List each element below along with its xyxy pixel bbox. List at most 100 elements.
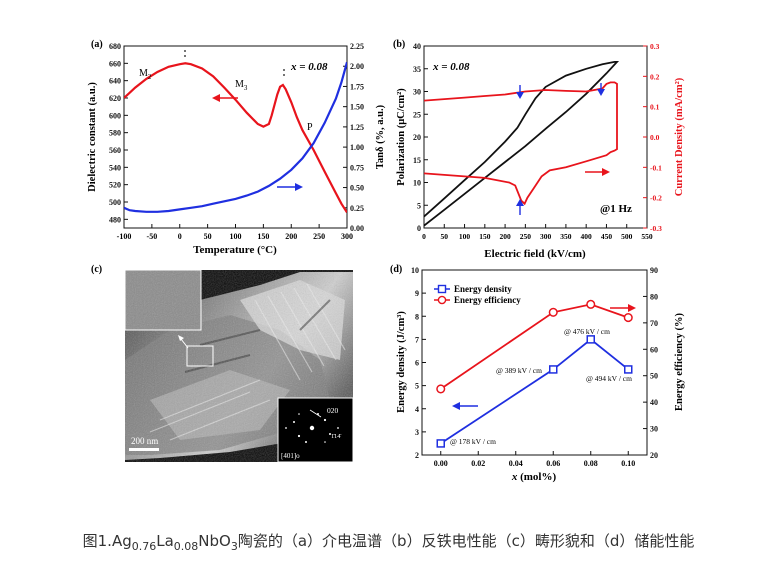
y-tick-label: -0.3 [650,224,662,233]
y-tick-label: 540 [109,163,121,172]
panel-d-x-label: x (mol%) [511,471,557,483]
y-tick-label: 9 [415,289,419,298]
y-tick-label: 620 [109,94,121,103]
panel-a-left-y-label: Dielectric constant (a.u.) [87,82,98,192]
panel-a-right-axis: 0.00 0.25 0.50 0.75 1.00 1.25 1.50 1.75 2.00 2.25 [343,42,364,233]
transition-markers [184,50,285,76]
phase-m3-label: M3 [235,79,248,92]
panel-d-label: (d) [390,264,402,275]
panel-b-right-axis: -0.3 -0.2 -0.1 0.0 0.1 0.2 0.3 [643,42,662,233]
y-tick-label: 680 [109,42,121,51]
x-tick-label: 0.08 [584,459,598,468]
x-tick-label: 0.00 [434,459,448,468]
y-tick-label: 0.25 [350,204,364,213]
scale-bar: 200 nm [129,436,159,451]
y-tick-label: 1.75 [350,82,364,91]
y-tick-label: 60 [650,345,658,354]
panel-a-frame [123,45,348,229]
energy-density-point [436,439,445,448]
y-tick-label: 0.3 [650,42,660,51]
series-pe-loop [424,61,620,227]
panel-a-x-axis: -100 -50 0 50 100 150 200 250 300 [117,224,353,241]
x-tick-label: 0.10 [621,459,635,468]
y-tick-label: 480 [109,215,121,224]
y-tick-label: 0.75 [350,163,364,172]
y-tick-label: 640 [109,77,121,86]
y-tick-label: 500 [109,198,121,207]
data-label-178: @ 178 kV / cm [450,437,496,446]
panel-b-x-label: Electric field (kV/cm) [484,248,586,260]
legend-energy-efficiency: Energy efficiency [454,295,521,305]
x-tick-label: 0.06 [546,459,560,468]
blue-arrow-left-d [452,402,478,410]
selected-area-box [186,345,214,367]
x-tick-label: 350 [560,232,572,241]
y-tick-label: 660 [109,59,121,68]
red-arrow-right-d [610,304,636,312]
energy-efficiency-point [586,299,596,309]
y-tick-label: 1.25 [350,123,364,132]
magnified-inset [124,269,202,331]
phase-p-label: P [307,122,313,133]
x-tick-label: 550 [641,232,653,241]
x-tick-label: 450 [601,232,613,241]
data-label-389: @ 389 kV / cm [496,366,542,375]
x-tick-label: 300 [341,232,353,241]
figure-caption: 图1.Ag0.76La0.08NbO3陶瓷的（a）介电温谱（b）反铁电性能（c）… [82,532,695,553]
x-tick-label: 150 [257,232,269,241]
y-tick-label: -0.1 [650,163,662,172]
saed-spot-label-2: 1̄14̄ [331,433,342,440]
frequency-label: @1 Hz [600,203,632,215]
series-energy-efficiency [440,303,629,390]
y-tick-label: 580 [109,129,121,138]
y-tick-label: 0.00 [350,224,364,233]
y-tick-label: 30 [650,425,658,434]
blue-arrow-down-1 [516,85,524,99]
y-tick-label: 35 [413,65,421,74]
x-tick-label: 300 [540,232,552,241]
x-tick-label: 200 [499,232,511,241]
panel-d-energy-storage-chart: (d) 0.00 0.02 0.04 0.06 0.08 0.10 2345678910 … [390,264,685,483]
series-energy-density [440,338,629,445]
panel-a-left-axis: 480 500 520 540 560 580 600 620 640 660 680 [109,42,128,224]
x-tick-label: 0.04 [509,459,523,468]
panel-d-markers [436,299,633,448]
y-tick-label: 6 [415,359,419,368]
y-tick-label: 4 [415,405,419,414]
x-tick-label: -50 [147,232,158,241]
red-arrow-left [212,94,238,102]
panel-b-left-y-label: Polarization (μC/cm²) [396,88,407,186]
panel-b-composition-label: x = 0.08 [432,61,470,73]
y-tick-label: 80 [650,292,658,301]
series-current-density [424,81,618,206]
y-tick-label: 2.00 [350,62,364,71]
y-tick-label: 20 [650,451,658,460]
energy-density-point [549,365,558,374]
inset-pointer-arrow [178,335,189,349]
y-tick-label: 0.0 [650,133,660,142]
scale-bar-label: 200 nm [131,436,158,446]
energy-density-point [624,365,633,374]
x-tick-label: 50 [441,232,449,241]
x-tick-label: 100 [459,232,471,241]
x-tick-label: 0 [178,232,182,241]
y-tick-label: 10 [411,266,419,275]
y-tick-label: 5 [417,201,421,210]
legend-energy-density: Energy density [454,284,512,294]
y-tick-label: 5 [415,382,419,391]
y-tick-label: 1.00 [350,143,364,152]
panel-c-domain-micrograph: (c) [91,264,354,463]
blue-arrow-up [516,199,524,215]
data-label-494: @ 494 kV / cm [586,374,632,383]
red-arrow-right-b [585,168,610,176]
panel-b-antiferroelectric-chart: (b) 0 50 100 150 200 250 300 350 400 450 500 550 0 5… [393,39,685,260]
x-tick-label: 150 [479,232,491,241]
series-tan-delta [124,61,347,213]
panel-a-label: (a) [91,39,103,50]
y-tick-label: 40 [650,398,658,407]
x-tick-label: 100 [230,232,242,241]
energy-density-point [586,335,595,344]
data-label-476: @ 476 kV / cm [564,327,610,336]
panel-b-right-y-label: Current Density (mA/cm²) [674,77,685,196]
x-tick-label: 0.02 [471,459,485,468]
